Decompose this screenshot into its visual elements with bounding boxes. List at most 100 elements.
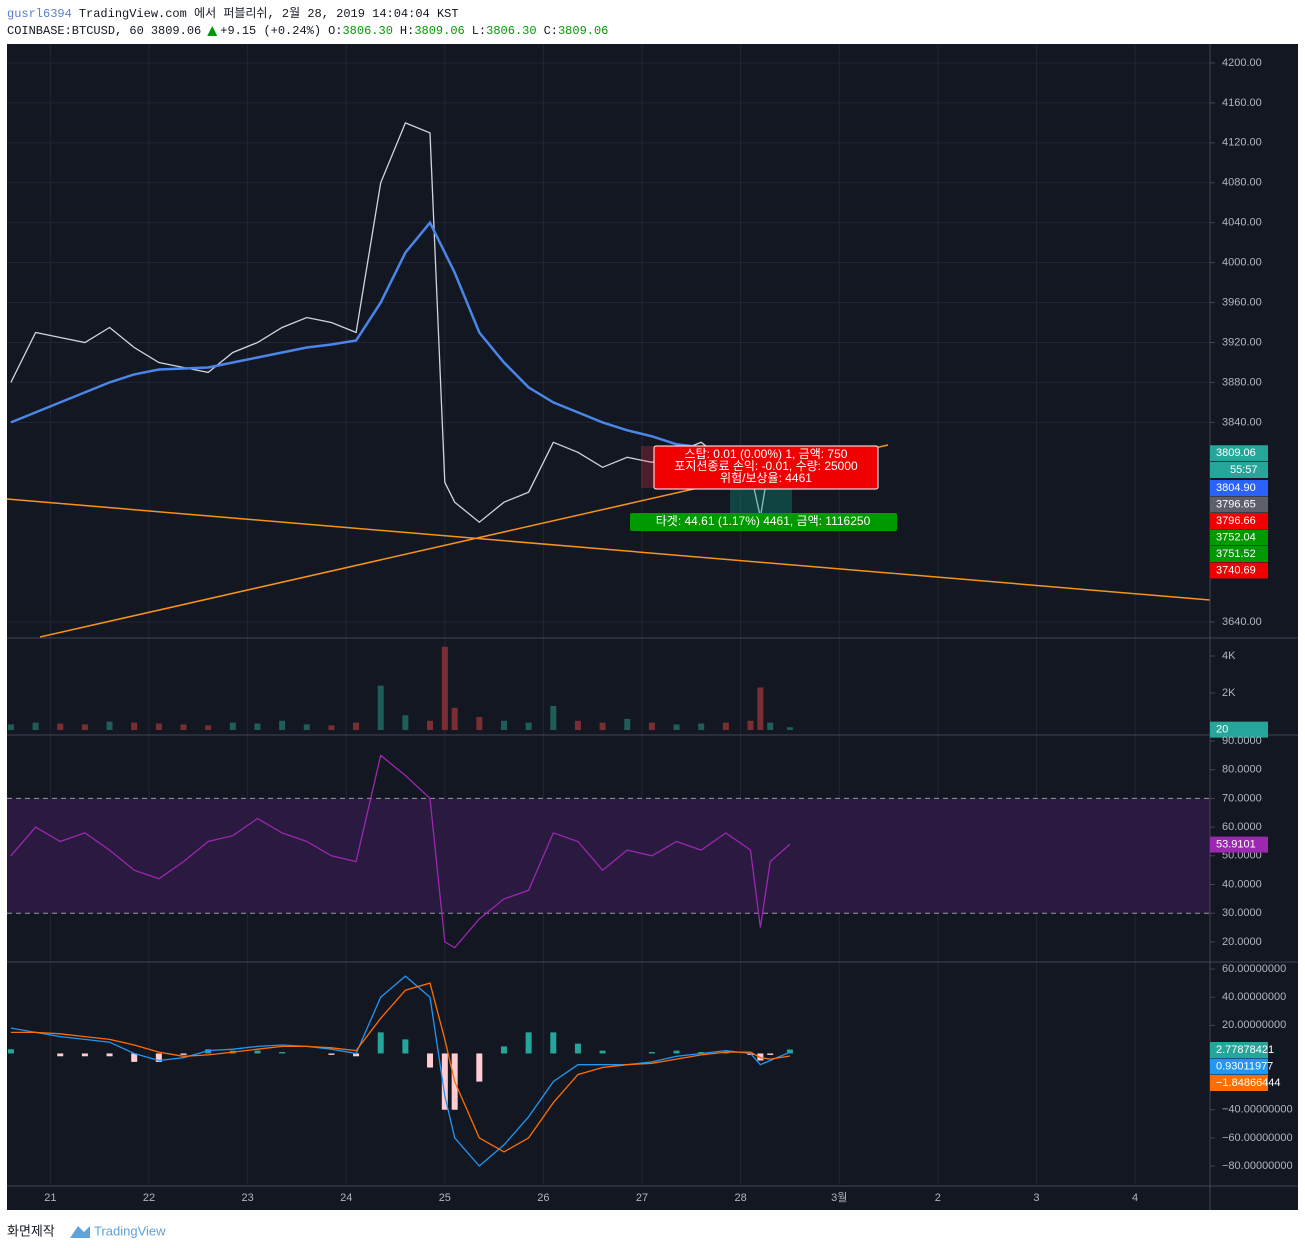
histogram-bar	[698, 1052, 705, 1054]
histogram-bar	[550, 1032, 557, 1054]
logo	[70, 1226, 90, 1238]
histogram-bar	[525, 1032, 532, 1054]
pane-borders	[7, 44, 1298, 1210]
change: +9.15 (+0.24%)	[220, 24, 321, 38]
plot	[7, 122, 793, 1167]
histogram-bar	[81, 1053, 88, 1057]
volume-bar	[402, 715, 409, 730]
target-label-box	[630, 513, 897, 531]
volume-bar	[155, 723, 162, 730]
x-tick-label: 2	[935, 1192, 941, 1204]
volume-bar	[747, 720, 754, 730]
y-tick-label: 90.0000	[1222, 735, 1262, 747]
price-label: 3740.69	[1216, 564, 1256, 576]
published: TradingView.com 에서 퍼블리쉬, 2월 28, 2019 14:…	[79, 6, 459, 21]
x-tick-label: 21	[44, 1192, 56, 1204]
histogram-bar	[500, 1046, 507, 1054]
volume-bar	[81, 724, 88, 730]
y-tick-label: 4000.00	[1222, 257, 1262, 269]
histogram-bar	[180, 1053, 187, 1055]
y-tick-label: 2K	[1222, 687, 1236, 699]
histogram-bar	[106, 1053, 113, 1057]
y-tick-label: 20.00000000	[1222, 1019, 1286, 1031]
histogram-bar	[377, 1032, 384, 1054]
volume-bar	[500, 720, 507, 730]
histogram-bar	[353, 1053, 360, 1057]
histogram-bar	[254, 1050, 261, 1054]
price-label-box	[1210, 1042, 1268, 1058]
target-zone	[730, 488, 792, 514]
y-tick-label: 4120.00	[1222, 137, 1262, 149]
x-tick-label: 22	[143, 1192, 155, 1204]
histogram-bar	[767, 1053, 774, 1055]
volume-bar	[427, 720, 434, 730]
histogram-bar	[131, 1053, 138, 1062]
volume-bar	[353, 722, 360, 730]
y-tick-label: 4K	[1222, 650, 1236, 662]
histogram-bar	[722, 1052, 729, 1054]
last-price: 3809.06	[151, 24, 201, 38]
histogram-bar	[155, 1053, 162, 1062]
y-tick-label: 3920.00	[1222, 336, 1262, 348]
user: gusrl6394	[7, 7, 72, 21]
price-label: 20	[1216, 724, 1228, 736]
volume-bar	[550, 705, 557, 730]
volume-bar	[254, 723, 261, 730]
histogram-bar	[673, 1050, 680, 1054]
histogram-bar	[279, 1052, 286, 1054]
price-label-box	[1210, 1058, 1268, 1075]
volume-bar	[229, 722, 236, 730]
y-tick-label: 80.0000	[1222, 764, 1262, 776]
price-label: 3796.65	[1216, 498, 1256, 510]
x-tick-label: 26	[537, 1192, 549, 1204]
y-tick-label: 40.00000000	[1222, 991, 1286, 1003]
price-label: 3751.52	[1216, 548, 1256, 560]
grid	[7, 44, 1210, 1185]
histogram-bar	[328, 1053, 335, 1055]
price-label-box	[1210, 513, 1268, 529]
y-tick-label: −60.00000000	[1222, 1132, 1293, 1144]
volume-bar	[476, 717, 483, 730]
x-tick-label: 4	[1132, 1192, 1138, 1204]
series-line	[10, 754, 791, 949]
series-line	[10, 982, 791, 1153]
up-arrow	[207, 26, 218, 36]
volume-bar	[698, 723, 705, 730]
histogram-bar	[476, 1053, 483, 1082]
volume-bar	[767, 722, 774, 730]
price-label-box	[1210, 496, 1268, 513]
stop-label-box	[653, 445, 879, 490]
close-label: 포지션종료 손익: -0.01, 수량: 25000	[674, 459, 858, 473]
volume-bar	[757, 687, 764, 730]
volume-bar	[624, 718, 631, 730]
trend-line	[6, 498, 1211, 601]
volume-bar	[328, 725, 335, 730]
ohlc-value: 3809.06	[414, 24, 464, 38]
volume-bar	[377, 685, 384, 730]
y-tick-label: 3840.00	[1222, 416, 1262, 428]
brand: TradingView	[94, 1223, 166, 1238]
ohlc-value: 3809.06	[558, 24, 608, 38]
header-line-2: COINBASE:BTCUSD, 60 3809.06 +9.15 (+0.24…	[7, 24, 608, 38]
band	[7, 798, 1210, 914]
histogram-bar	[574, 1043, 581, 1054]
price-label: −1.84866444	[1216, 1077, 1281, 1089]
histogram-bar	[205, 1049, 212, 1054]
volume-bar	[205, 725, 212, 730]
x-tick-label: 27	[636, 1192, 648, 1204]
volume-bar	[451, 707, 458, 730]
countdown-box	[1210, 462, 1268, 478]
volume-bar	[131, 722, 138, 730]
y-tick-label: 50.0000	[1222, 850, 1262, 862]
target-label: 타겟: 44.61 (1.17%) 4461, 금액: 1116250	[656, 514, 871, 528]
volume-bar	[279, 720, 286, 730]
histogram-bar	[786, 1049, 793, 1054]
price-label-box	[1210, 529, 1268, 546]
volume-bar	[7, 724, 14, 730]
volume-bar	[786, 727, 793, 730]
histogram-bar	[402, 1039, 409, 1054]
price-label: 2.77878421	[1216, 1044, 1274, 1056]
volume-bar	[32, 722, 39, 730]
price-label-box	[1210, 562, 1268, 579]
